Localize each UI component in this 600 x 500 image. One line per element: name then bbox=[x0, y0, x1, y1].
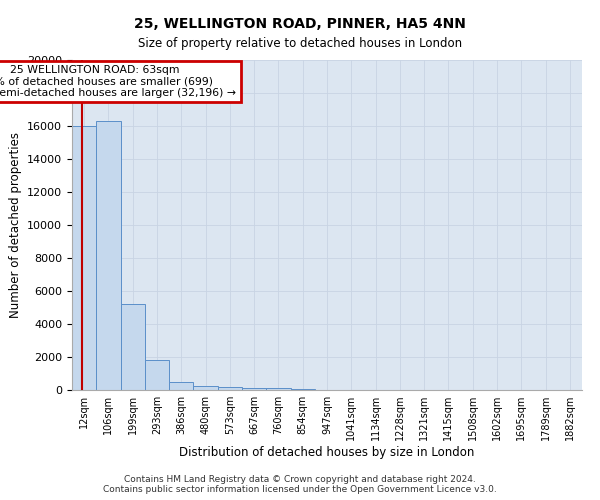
X-axis label: Distribution of detached houses by size in London: Distribution of detached houses by size … bbox=[179, 446, 475, 459]
Bar bbox=[242, 388, 266, 390]
Text: Contains HM Land Registry data © Crown copyright and database right 2024.
Contai: Contains HM Land Registry data © Crown c… bbox=[103, 474, 497, 494]
Text: 25 WELLINGTON ROAD: 63sqm
← 2% of detached houses are smaller (699)
98% of semi-: 25 WELLINGTON ROAD: 63sqm ← 2% of detach… bbox=[0, 65, 236, 98]
Bar bbox=[169, 382, 193, 390]
Y-axis label: Number of detached properties: Number of detached properties bbox=[8, 132, 22, 318]
Bar bbox=[72, 126, 96, 390]
Text: Size of property relative to detached houses in London: Size of property relative to detached ho… bbox=[138, 38, 462, 51]
Bar bbox=[145, 360, 169, 390]
Text: 25, WELLINGTON ROAD, PINNER, HA5 4NN: 25, WELLINGTON ROAD, PINNER, HA5 4NN bbox=[134, 18, 466, 32]
Bar bbox=[121, 304, 145, 390]
Bar bbox=[218, 386, 242, 390]
Bar bbox=[96, 121, 121, 390]
Bar bbox=[266, 388, 290, 390]
Bar bbox=[193, 386, 218, 390]
Bar bbox=[290, 388, 315, 390]
